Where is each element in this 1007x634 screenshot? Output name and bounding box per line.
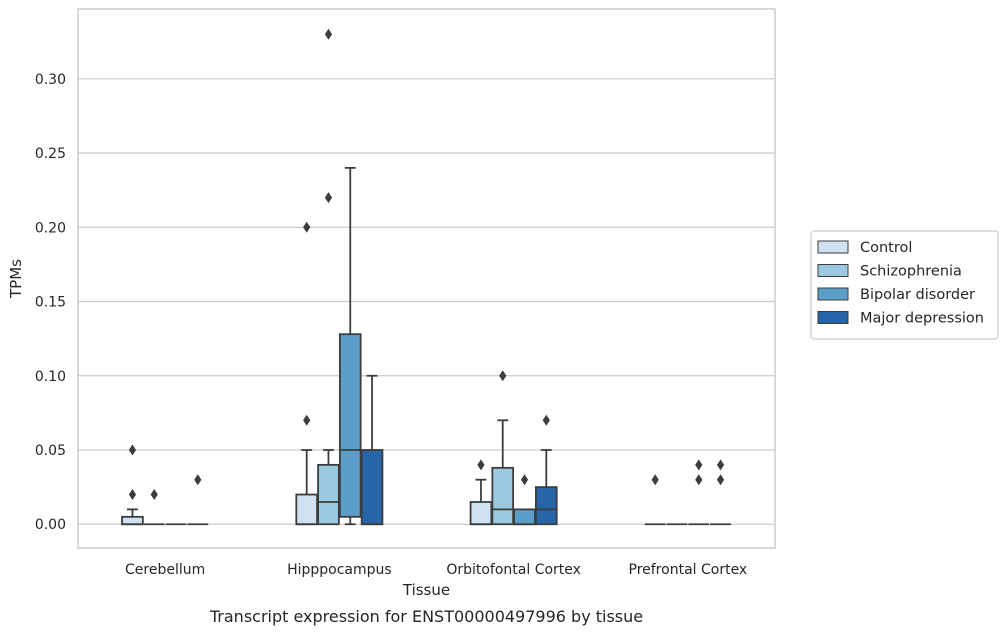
legend-label: Major depression — [860, 311, 984, 327]
box-bipolar-disorder — [513, 474, 536, 526]
box-major-depression — [360, 374, 384, 526]
outlier-point — [194, 474, 202, 486]
outlier-point — [520, 474, 529, 486]
y-tick-label: 0.05 — [35, 443, 66, 459]
legend-label: Bipolar disorder — [860, 287, 975, 303]
box-body — [317, 463, 340, 526]
outlier-point — [303, 221, 311, 233]
chart-caption: Transcript expression for ENST0000049799… — [209, 607, 643, 626]
y-tick-label: 0.20 — [35, 220, 66, 236]
x-tick-label: Prefrontal Cortex — [629, 562, 748, 578]
x-tick-labels: Cerebellum Hipppocampus Orbitofontal Corte… — [125, 562, 747, 578]
box-schizophrenia — [143, 489, 165, 526]
outlier-point — [499, 370, 507, 382]
outlier-point — [324, 192, 333, 204]
y-tick-label: 0.25 — [35, 146, 66, 162]
x-tick-label: Orbitofontal Cortex — [446, 562, 581, 578]
legend: Control Schizophrenia Bipolar disorder Majo… — [810, 230, 999, 340]
box-control — [644, 474, 666, 526]
box-bipolar-disorder — [688, 459, 710, 526]
box-body — [121, 515, 144, 526]
grid-layer — [78, 78, 775, 525]
legend-swatch — [817, 240, 849, 254]
box-control — [469, 459, 493, 526]
legend-swatch — [817, 311, 849, 324]
y-tick-label: 0.30 — [35, 72, 66, 88]
legend-label: Control — [860, 240, 912, 256]
y-tick-labels: 0.00 0.05 0.10 0.15 0.20 0.25 0.30 — [35, 72, 66, 533]
outlier-point — [150, 489, 158, 501]
box-body — [491, 466, 515, 526]
outlier-point — [695, 459, 703, 471]
box-body — [469, 501, 493, 526]
outlier-point — [542, 414, 550, 426]
y-tick-label: 0.15 — [35, 295, 66, 311]
outlier-point — [716, 474, 725, 486]
y-tick-label: 0.00 — [35, 517, 66, 533]
x-tick-label: Cerebellum — [125, 562, 205, 578]
legend-swatch — [817, 287, 849, 301]
outlier-point — [695, 474, 703, 486]
outlier-point — [716, 459, 725, 471]
outlier-point — [477, 459, 485, 471]
plot-frame — [77, 8, 776, 549]
x-axis-label: Tissue — [402, 581, 450, 599]
box-body — [360, 449, 384, 526]
legend-label: Schizophrenia — [860, 264, 962, 280]
y-axis-label: TPMs — [7, 259, 25, 299]
box-major-depression — [535, 414, 558, 526]
legend-frame — [810, 230, 999, 340]
legend-swatch — [817, 264, 849, 277]
y-tick-label: 0.10 — [35, 369, 66, 385]
outlier-point — [651, 474, 659, 486]
outlier-point — [128, 489, 137, 501]
box-body — [513, 508, 536, 526]
box-major-depression — [187, 474, 209, 526]
box-layer — [121, 28, 731, 526]
outlier-point — [303, 414, 311, 426]
box-control — [295, 221, 318, 526]
box-major-depression — [710, 459, 731, 526]
box-body — [295, 493, 318, 526]
box-bipolar-disorder — [338, 166, 362, 526]
box-body — [338, 333, 362, 518]
box-schizophrenia — [491, 370, 515, 526]
outlier-point — [324, 28, 333, 40]
box-schizophrenia — [317, 28, 340, 526]
outlier-point — [128, 444, 137, 456]
box-body — [535, 486, 558, 526]
box-control — [121, 444, 144, 526]
x-tick-label: Hipppocampus — [287, 562, 392, 578]
